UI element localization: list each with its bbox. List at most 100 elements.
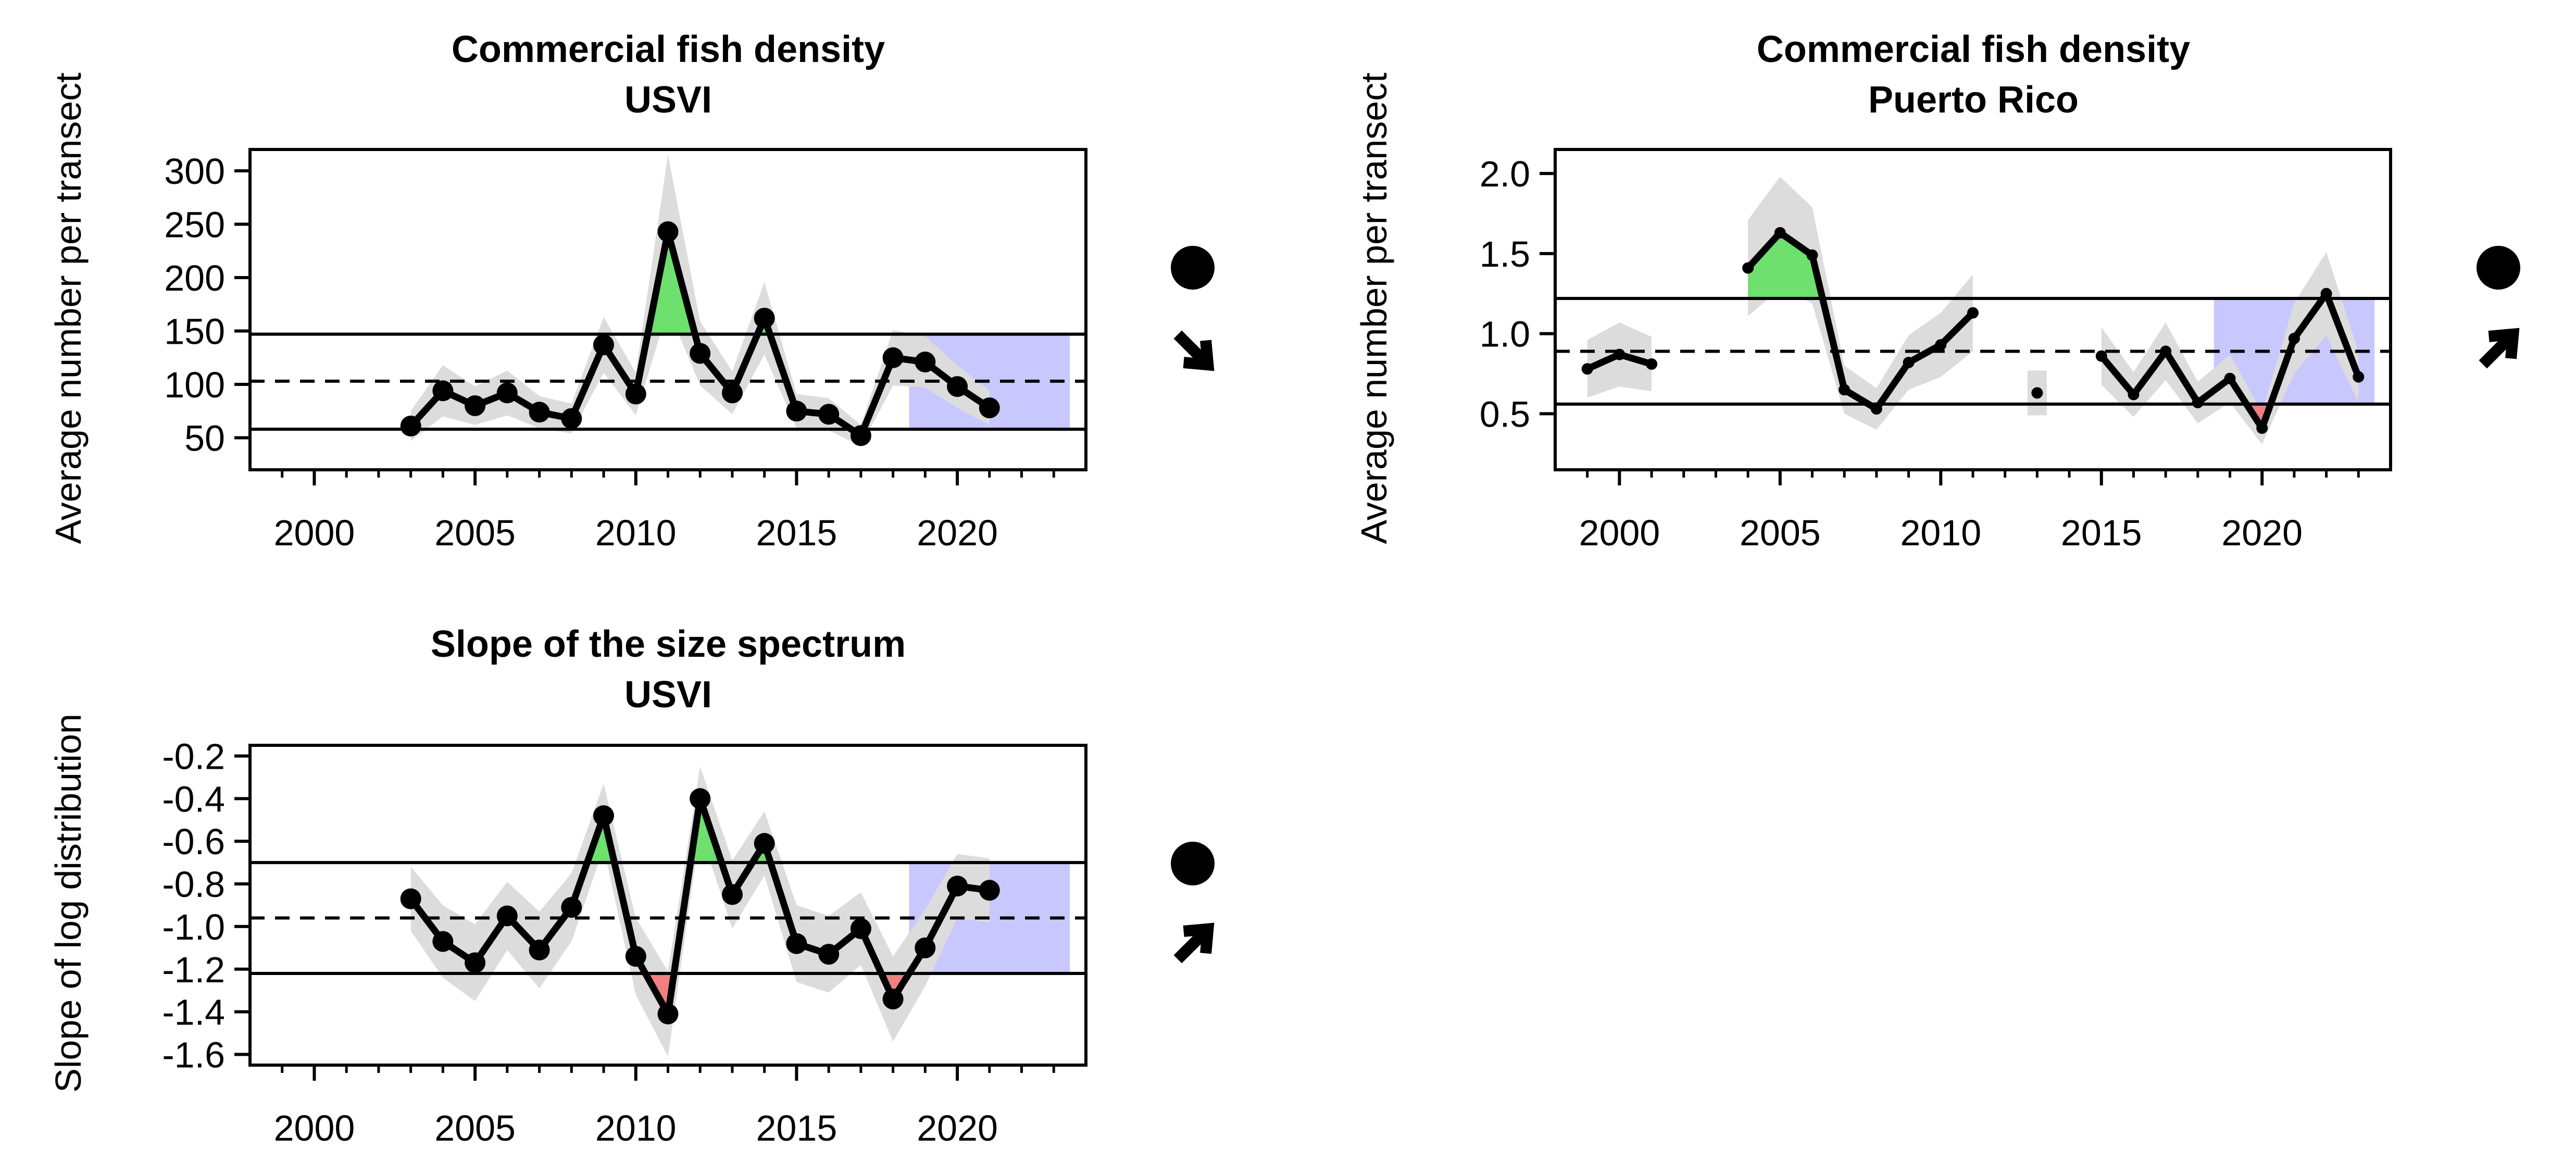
error-band	[1748, 177, 1973, 430]
data-point	[625, 946, 646, 967]
y-tick-label: 100	[164, 365, 225, 405]
x-tick-label: 2015	[2061, 512, 2142, 553]
y-tick-label: 50	[184, 418, 225, 459]
y-axis-label: Average number per transect	[1354, 72, 1394, 544]
data-point	[690, 788, 711, 809]
data-point	[2128, 389, 2140, 401]
error-band	[410, 155, 990, 446]
y-tick-label: 1.0	[1480, 314, 1530, 355]
data-point	[979, 397, 1000, 419]
plot-area: 50 100 150 200 250 300 2000 2005 2010 2015 2020	[164, 148, 1087, 553]
data-point	[2224, 372, 2236, 384]
data-point	[1839, 384, 1850, 396]
data-point	[1646, 358, 1658, 370]
arrow-down-right-icon	[1173, 330, 1215, 371]
data-point	[754, 833, 775, 854]
data-point	[882, 989, 904, 1010]
data-point	[657, 221, 679, 242]
y-tick-label: 200	[164, 258, 225, 298]
panel-usvi-fish-density: Commercial fish density USVI Average num…	[48, 29, 1215, 553]
data-point	[947, 876, 968, 897]
x-tick-label: 2005	[434, 1108, 516, 1148]
panel-usvi-size-spectrum: Slope of the size spectrum USVI Slope of…	[48, 623, 1215, 1148]
data-point	[496, 382, 518, 404]
data-point	[2192, 396, 2204, 408]
data-point	[690, 343, 711, 364]
data-point	[1935, 339, 1947, 351]
data-point	[1967, 307, 1979, 319]
data-point	[1614, 348, 1625, 360]
y-tick-label: -0.2	[162, 736, 225, 777]
y-tick-label: 150	[164, 311, 225, 352]
y-tick-label: -0.8	[162, 864, 225, 905]
data-point	[400, 416, 421, 436]
data-point	[529, 402, 550, 423]
data-point	[465, 952, 486, 973]
data-point	[947, 376, 968, 397]
x-tick-label: 2020	[917, 512, 998, 553]
y-tick-label: 250	[164, 205, 225, 245]
data-point	[465, 395, 486, 416]
y-tick-label: 300	[164, 151, 225, 192]
data-point	[561, 408, 582, 429]
data-point	[1903, 357, 1915, 368]
x-tick-label: 2000	[274, 512, 355, 553]
chart-title: Commercial fish density	[1757, 29, 2190, 70]
data-point	[722, 884, 743, 905]
y-axis-label: Average number per transect	[48, 72, 89, 544]
y-tick-label: -1.0	[162, 907, 225, 947]
data-point	[2160, 345, 2172, 357]
y-axis-label: Slope of log distribution	[48, 714, 89, 1093]
x-tick-label: 2015	[756, 512, 837, 553]
chart-title: Commercial fish density	[452, 29, 885, 70]
data-point	[850, 918, 871, 939]
data-point	[915, 352, 936, 372]
data-point	[432, 380, 454, 402]
data-point	[1806, 249, 1818, 261]
chart-subtitle: USVI	[624, 79, 712, 121]
mean-status-icon	[1171, 246, 1215, 290]
data-point	[2031, 387, 2043, 399]
trend-indicators	[2477, 246, 2520, 369]
data-point	[2320, 288, 2332, 299]
data-point	[1774, 227, 1786, 239]
chart-subtitle: Puerto Rico	[1868, 79, 2079, 121]
x-tick-label: 2015	[756, 1108, 837, 1148]
mean-status-icon	[1171, 842, 1215, 885]
chart-title: Slope of the size spectrum	[431, 623, 906, 665]
data-point	[1870, 403, 1882, 415]
data-point	[593, 334, 614, 356]
data-point	[496, 905, 518, 927]
y-tick-label: -1.4	[162, 992, 225, 1033]
trend-indicators	[1171, 246, 1215, 371]
data-point	[979, 880, 1000, 901]
panel-puerto-rico-fish-density: Commercial fish density Puerto Rico Aver…	[1354, 29, 2520, 553]
x-tick-label: 2020	[2221, 512, 2303, 553]
data-point	[754, 307, 775, 329]
data-point	[400, 888, 421, 909]
data-point	[786, 401, 807, 422]
data-point	[432, 931, 454, 952]
mean-status-icon	[2477, 246, 2520, 290]
data-point	[593, 805, 614, 827]
y-tick-label: -0.6	[162, 821, 225, 862]
y-tick-label: -1.2	[162, 949, 225, 990]
data-point	[561, 897, 582, 918]
data-point	[882, 347, 904, 368]
data-point	[818, 404, 840, 425]
y-tick-label: 2.0	[1480, 154, 1530, 194]
x-tick-label: 2000	[1579, 512, 1660, 553]
y-tick-label: 1.5	[1480, 234, 1530, 274]
above-threshold-fill	[647, 231, 695, 334]
trend-indicators	[1171, 842, 1215, 964]
data-point	[657, 1003, 679, 1024]
data-point	[2288, 332, 2300, 344]
y-tick-label: -0.4	[162, 779, 225, 819]
plot-area: 0.5 1.0 1.5 2.0 2000 2005 2010 2015 2020	[1480, 148, 2392, 553]
y-tick-label: 0.5	[1480, 394, 1530, 434]
x-tick-label: 2005	[1740, 512, 1821, 553]
data-point	[915, 937, 936, 958]
chart-subtitle: USVI	[624, 674, 712, 716]
y-tick-label: -1.6	[162, 1035, 225, 1076]
